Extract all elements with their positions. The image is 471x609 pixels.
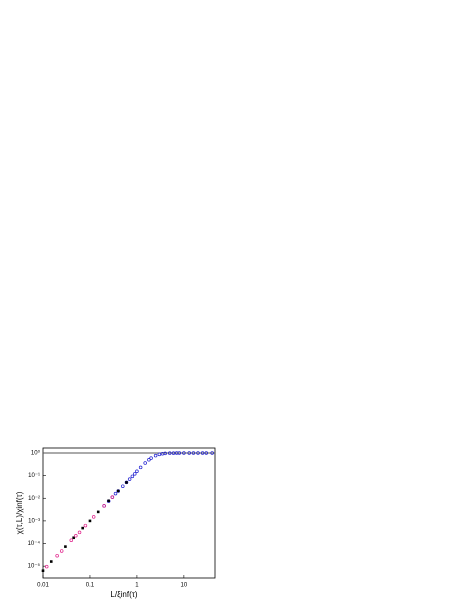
point <box>130 474 135 479</box>
point <box>177 451 182 455</box>
point <box>110 495 115 499</box>
point <box>124 480 129 485</box>
y-tick-label: 10⁻¹ <box>28 473 40 479</box>
y-tick-label: 10⁻² <box>28 496 40 502</box>
plot-frame <box>42 447 216 579</box>
point <box>91 515 96 519</box>
point <box>121 484 125 488</box>
point <box>163 451 167 456</box>
point <box>167 451 172 455</box>
point <box>113 491 118 496</box>
point <box>187 451 191 455</box>
point <box>157 452 162 457</box>
point <box>116 489 120 493</box>
y-axis-label: χ(τ,L)/χinf(τ) <box>15 491 24 534</box>
point <box>96 510 100 514</box>
y-tick-label: 10⁻⁴ <box>28 540 41 547</box>
point <box>64 545 67 548</box>
point <box>200 451 205 455</box>
point <box>204 451 209 455</box>
point <box>125 481 128 484</box>
point <box>135 469 139 473</box>
point <box>210 451 214 455</box>
point <box>191 451 196 455</box>
x-tick-label: 0.1 <box>86 583 95 589</box>
x-axis-label: L/ξinf(τ) <box>110 590 138 599</box>
point <box>138 465 143 470</box>
point <box>69 538 74 542</box>
point <box>55 553 59 558</box>
point <box>83 523 88 528</box>
point <box>149 456 153 460</box>
point <box>153 453 158 458</box>
point <box>72 536 75 540</box>
point <box>77 530 82 535</box>
point <box>143 461 147 465</box>
point <box>44 564 49 569</box>
point <box>107 499 110 503</box>
point <box>81 526 84 530</box>
x-tick-label: 10 <box>181 583 188 589</box>
y-tick-label: 10⁻³ <box>28 518 40 524</box>
point <box>102 504 106 508</box>
point <box>147 458 151 462</box>
y-tick-label: 10⁻⁵ <box>28 563 41 570</box>
point <box>88 519 92 523</box>
point <box>59 549 64 553</box>
point <box>41 569 45 573</box>
x-tick-label: 0.01 <box>37 583 49 589</box>
point <box>133 472 137 476</box>
point <box>116 489 120 493</box>
point <box>196 451 200 455</box>
point <box>182 451 186 455</box>
y-tick-label: 10⁰ <box>31 450 41 457</box>
point <box>49 560 53 563</box>
x-tick-label: 1 <box>135 583 139 589</box>
point <box>74 534 78 538</box>
point <box>127 477 132 481</box>
